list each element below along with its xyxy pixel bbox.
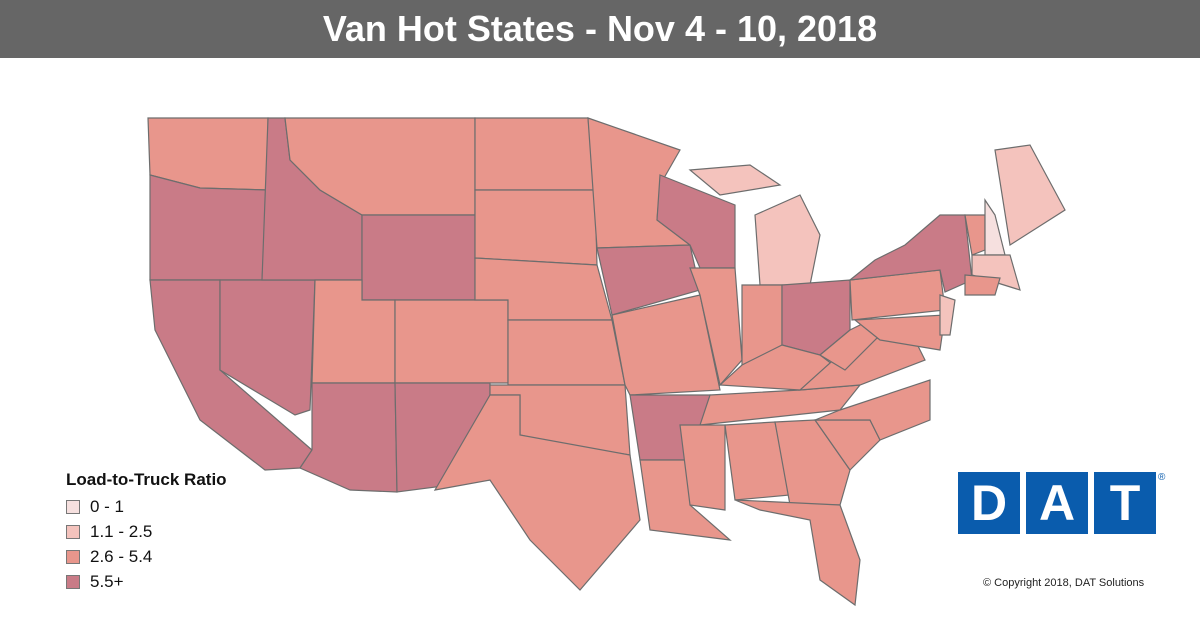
legend-item: 0 - 1 xyxy=(66,494,227,519)
legend-label: 0 - 1 xyxy=(90,496,125,516)
legend-item: 5.5+ xyxy=(66,569,227,594)
legend-swatch xyxy=(66,574,80,589)
legend-label: 2.6 - 5.4 xyxy=(90,546,153,566)
legend-item: 2.6 - 5.4 xyxy=(66,544,227,569)
legend-item: 1.1 - 2.5 xyxy=(66,519,227,544)
title-bar: Van Hot States - Nov 4 - 10, 2018 xyxy=(0,0,1200,58)
legend-label: 1.1 - 2.5 xyxy=(90,521,153,541)
logo-letter: T xyxy=(1094,472,1156,534)
legend-swatch xyxy=(66,499,80,514)
logo-letter: A xyxy=(1026,472,1088,534)
logo-registered: ® xyxy=(1158,472,1166,483)
legend-swatch xyxy=(66,549,80,564)
copyright: © Copyright 2018, DAT Solutions xyxy=(983,577,1145,589)
legend-swatch xyxy=(66,524,80,539)
legend-label: 5.5+ xyxy=(90,571,124,591)
us-map xyxy=(147,117,1066,607)
legend-title: Load-to-Truck Ratio xyxy=(66,470,227,489)
states xyxy=(147,117,1066,607)
legend: Load-to-Truck Ratio 0 - 1 1.1 - 2.5 2.6 - … xyxy=(66,470,227,594)
logo-letter: D xyxy=(958,472,1020,534)
logo: D A T ® xyxy=(958,472,1165,534)
